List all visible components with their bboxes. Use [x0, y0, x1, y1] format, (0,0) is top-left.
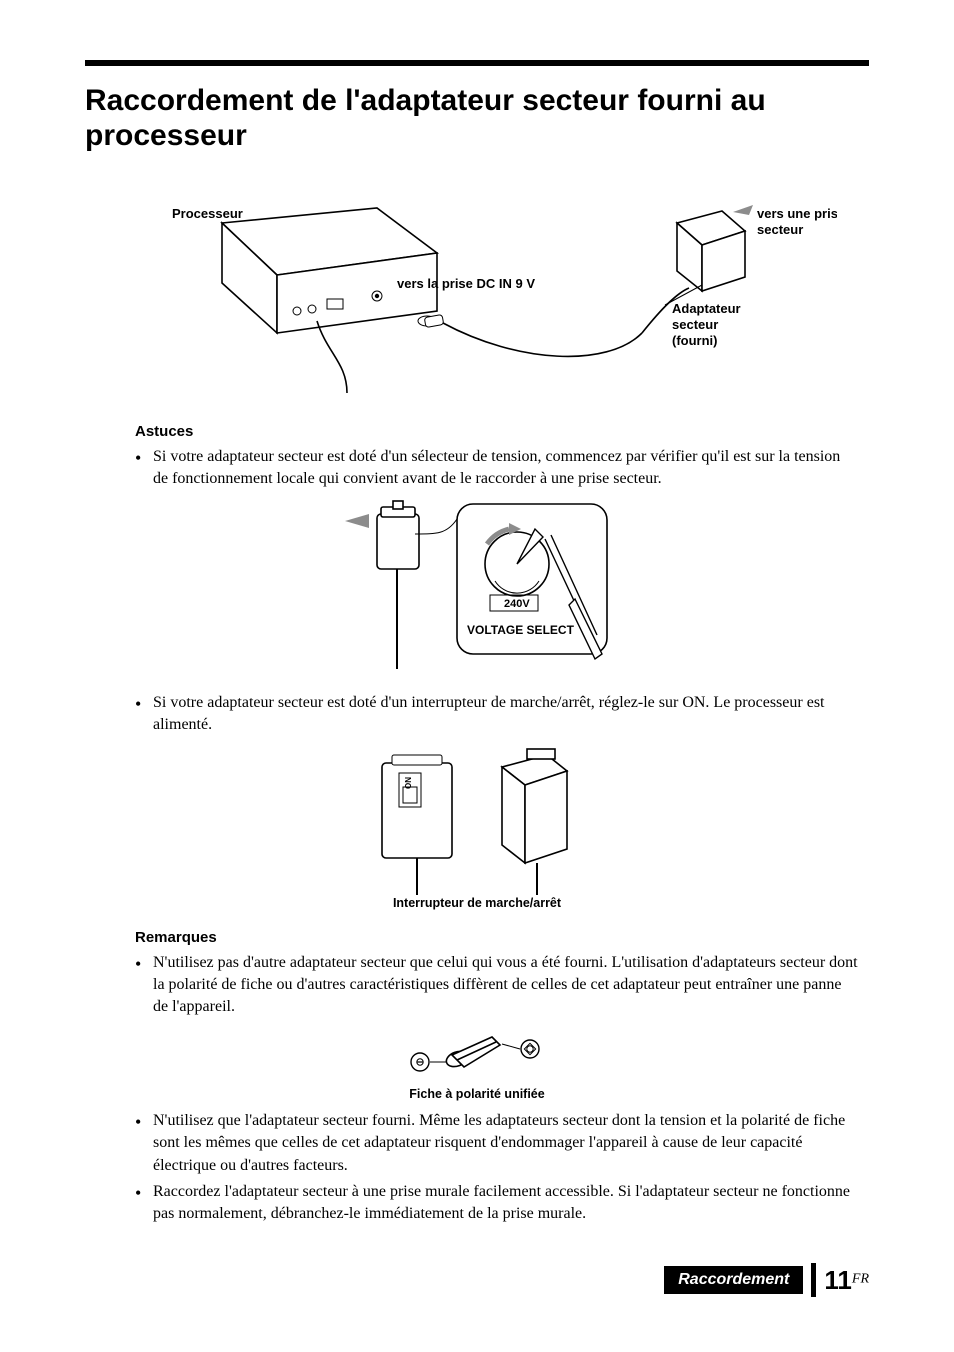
note-item: N'utilisez que l'adaptateur secteur four… — [135, 1110, 859, 1177]
note-item: N'utilisez pas d'autre adaptateur secteu… — [135, 952, 859, 1019]
tip-item: Si votre adaptateur secteur est doté d'u… — [135, 692, 859, 737]
tips-heading: Astuces — [135, 423, 869, 440]
footer-section-tab: Raccordement — [664, 1266, 803, 1294]
note-item: Raccordez l'adaptateur secteur à une pri… — [135, 1181, 859, 1226]
footer-page-number: 11FR — [824, 1265, 869, 1296]
diagram-voltage-selector: 240V VOLTAGE SELECT — [85, 499, 869, 684]
caption-polarity: Fiche à polarité unifiée — [85, 1087, 869, 1102]
label-wall-1: vers une prise — [757, 206, 837, 221]
tips-list-2: Si votre adaptateur secteur est doté d'u… — [135, 692, 859, 737]
page-title: Raccordement de l'adaptateur secteur fou… — [85, 84, 869, 153]
svg-text:VOLTAGE SELECT: VOLTAGE SELECT — [467, 623, 575, 637]
svg-text:(fourni): (fourni) — [672, 333, 717, 348]
caption-onoff: Interrupteur de marche/arrêt — [85, 896, 869, 911]
svg-text:Adaptateur: Adaptateur — [672, 301, 741, 316]
top-rule — [85, 60, 869, 66]
notes-list: N'utilisez pas d'autre adaptateur secteu… — [135, 952, 859, 1019]
label-wall-2: secteur — [757, 222, 803, 237]
svg-text:ON: ON — [404, 776, 413, 788]
svg-text:240V: 240V — [504, 598, 530, 610]
label-processor: Processeur — [172, 206, 243, 221]
tips-list: Si votre adaptateur secteur est doté d'u… — [135, 446, 859, 491]
footer-divider — [811, 1263, 816, 1297]
notes-list-2: N'utilisez que l'adaptateur secteur four… — [135, 1110, 859, 1226]
diagram-polarity: Fiche à polarité unifiée — [85, 1027, 869, 1102]
diagram-onoff: ON Interrupteur de marche/arrêt — [85, 745, 869, 911]
tip-item: Si votre adaptateur secteur est doté d'u… — [135, 446, 859, 491]
notes-heading: Remarques — [135, 929, 869, 946]
label-dc-jack: vers la prise DC IN 9 V — [397, 276, 535, 291]
page-footer: Raccordement 11FR — [664, 1263, 869, 1297]
svg-text:secteur: secteur — [672, 317, 718, 332]
diagram-connection: Processeur vers la prise DC IN 9 V vers … — [85, 193, 869, 393]
